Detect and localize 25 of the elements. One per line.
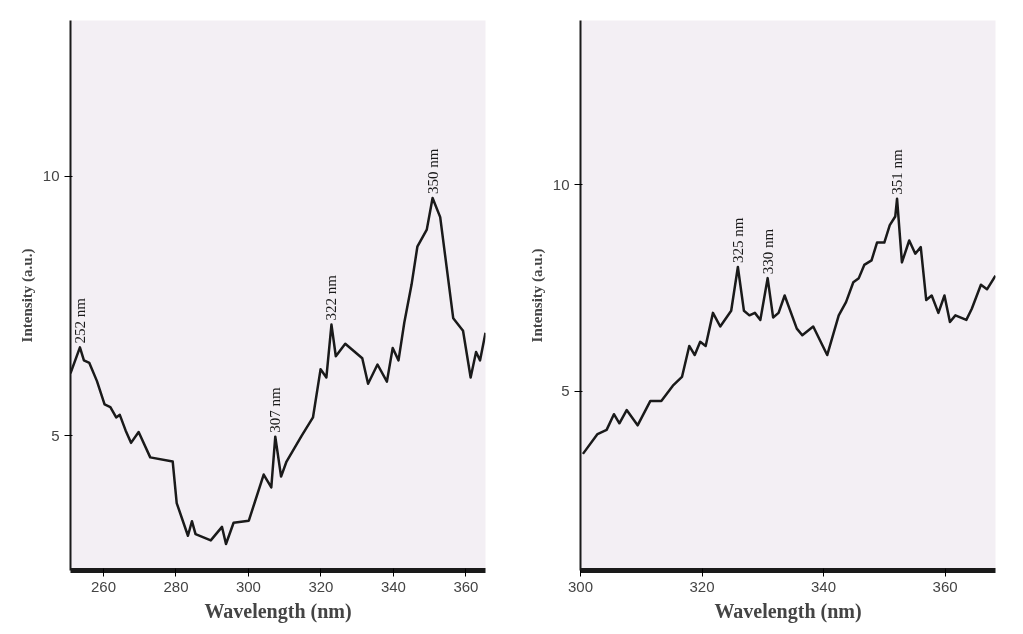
annotation: 330 nm (759, 228, 776, 275)
y-axis-title: Intensity (a.u.) (528, 248, 546, 343)
x-tick-label: 360 (932, 577, 958, 595)
x-tick-label: 340 (380, 577, 406, 595)
y-tick-label: 5 (51, 426, 60, 444)
y-tick-label: 5 (561, 382, 570, 400)
annotation: 325 nm (729, 217, 746, 263)
x-tick-label: 320 (689, 577, 715, 595)
x-tick-label: 260 (90, 577, 116, 595)
x-tick-label: 340 (811, 577, 837, 595)
x-tick-label: 300 (235, 577, 261, 595)
annotation: 307 nm (267, 386, 284, 433)
x-tick-label: 320 (308, 577, 334, 595)
annotation: 252 nm (71, 297, 88, 344)
annotation: 351 nm (889, 148, 906, 195)
x-axis-title: Wavelength (nm) (714, 599, 862, 623)
annotation: 350 nm (424, 148, 441, 194)
y-tick-label: 10 (552, 175, 570, 193)
annotation: 322 nm (323, 274, 340, 321)
x-tick-label: 280 (163, 577, 189, 595)
y-axis-title: Intensity (a.u.) (18, 248, 36, 343)
x-axis-title: Wavelength (nm) (204, 599, 352, 623)
x-tick-label: 300 (567, 577, 594, 595)
x-tick-label: 360 (453, 577, 479, 595)
y-tick-label: 10 (42, 167, 60, 185)
